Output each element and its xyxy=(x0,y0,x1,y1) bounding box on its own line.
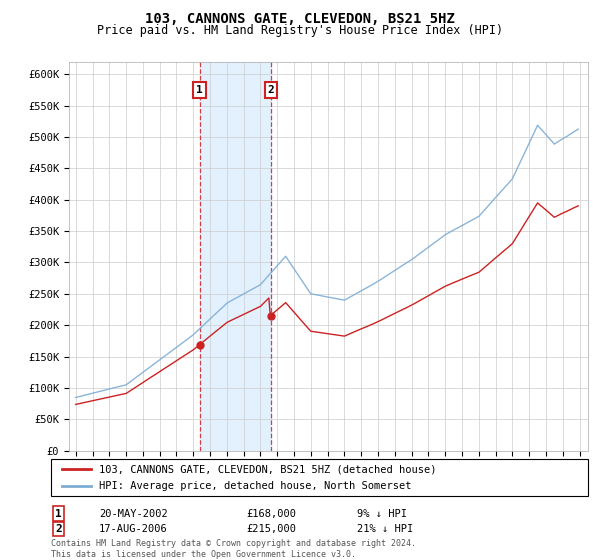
Bar xyxy=(200,62,271,451)
Text: 1: 1 xyxy=(196,85,203,95)
Text: 20-MAY-2002: 20-MAY-2002 xyxy=(99,508,168,519)
Text: HPI: Average price, detached house, North Somerset: HPI: Average price, detached house, Nort… xyxy=(100,481,412,491)
Text: Price paid vs. HM Land Registry's House Price Index (HPI): Price paid vs. HM Land Registry's House … xyxy=(97,24,503,36)
Text: £215,000: £215,000 xyxy=(246,524,296,534)
Text: 1: 1 xyxy=(55,508,62,519)
Text: 2: 2 xyxy=(268,85,274,95)
Text: 21% ↓ HPI: 21% ↓ HPI xyxy=(357,524,413,534)
Text: £168,000: £168,000 xyxy=(246,508,296,519)
Text: 17-AUG-2006: 17-AUG-2006 xyxy=(99,524,168,534)
Text: 2: 2 xyxy=(55,524,62,534)
Text: 103, CANNONS GATE, CLEVEDON, BS21 5HZ (detached house): 103, CANNONS GATE, CLEVEDON, BS21 5HZ (d… xyxy=(100,464,437,474)
Text: 103, CANNONS GATE, CLEVEDON, BS21 5HZ: 103, CANNONS GATE, CLEVEDON, BS21 5HZ xyxy=(145,12,455,26)
Text: Contains HM Land Registry data © Crown copyright and database right 2024.
This d: Contains HM Land Registry data © Crown c… xyxy=(51,539,416,559)
Text: 9% ↓ HPI: 9% ↓ HPI xyxy=(357,508,407,519)
FancyBboxPatch shape xyxy=(51,459,588,496)
